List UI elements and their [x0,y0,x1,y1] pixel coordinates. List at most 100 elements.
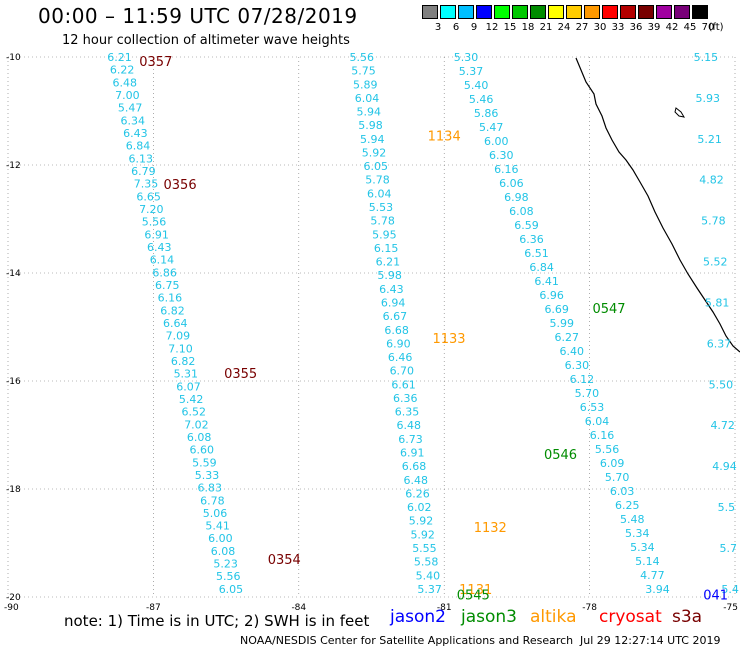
swh-value: 7.09 [166,330,191,343]
swh-value: 7.10 [168,342,193,355]
credit-line: NOAA/NESDIS Center for Satellite Applica… [240,634,574,647]
south-america-coastline [575,57,740,353]
swh-value: 6.02 [407,501,432,514]
pass-label: 0355 [224,367,257,382]
swh-value: 5.23 [213,558,238,571]
swh-value: 6.05 [219,583,244,596]
legend-label: 45 [683,22,697,33]
lat-tick-label: -10 [6,53,21,63]
swh-value: 6.53 [580,401,605,414]
legend-swatch [422,5,438,19]
swh-value: 6.37 [707,337,732,350]
lat-tick-label: -16 [6,377,21,387]
pass-labels: 0357 0356 0355 0354 1134 1133 1132 1131 0547 0546… [139,55,728,604]
swh-value: 6.78 [200,494,225,507]
swh-value: 5.89 [353,78,378,91]
legend-swatch [620,5,636,19]
legend-swatch [476,5,492,19]
swh-value: 6.48 [403,474,428,487]
swh-value: 6.40 [560,345,585,358]
swh-value: 5.50 [709,378,734,391]
swh-value: 5.15 [694,51,719,64]
swh-value: 7.20 [139,203,164,216]
swh-value: 6.00 [208,532,233,545]
legend-label: 70 [701,22,715,33]
swh-value: 5.56 [350,51,375,64]
island-outline [674,107,686,118]
swh-value: 6.04 [585,415,610,428]
swh-value: 6.07 [176,380,201,393]
swh-value: 3.94 [645,583,670,596]
swh-value: 6.35 [395,406,420,419]
swh-value: 5.37 [459,65,484,78]
swh-value: 6.48 [113,76,138,89]
swh-value: 5.78 [701,215,726,228]
swh-value: 6.43 [379,283,404,296]
swh-value: 5.55 [412,542,437,555]
swh-value: 5.5 [718,501,736,514]
swh-value: 4.82 [699,174,724,187]
swh-value: 5.78 [365,174,390,187]
swh-value: 6.90 [386,337,411,350]
swh-value: 5.95 [372,228,397,241]
swh-value: 5.59 [192,456,217,469]
swh-value: 6.79 [131,165,156,178]
generated-timestamp: Jul 29 12:27:14 UTC 2019 [580,634,721,647]
swh-value: 6.94 [381,296,406,309]
chart-subtitle: 12 hour collection of altimeter wave hei… [62,33,350,48]
swh-value: 6.15 [374,242,399,255]
swh-value: 6.75 [155,279,180,292]
swh-value: 5.7 [720,542,738,555]
legend-label: 36 [629,22,643,33]
swh-value: 5.30 [454,51,479,64]
swh-value: 5.40 [464,79,489,92]
sat-label-altika: altika [530,607,577,627]
swh-value: 6.60 [190,444,215,457]
swh-value: 6.13 [128,152,153,165]
pass-label: 0547 [592,302,625,317]
swh-value: 7.00 [115,89,140,102]
swh-value: 5.34 [625,527,650,540]
swh-value: 5.53 [369,201,394,214]
legend-label: 27 [575,22,589,33]
swh-value: 5.41 [205,520,230,533]
legend-label: 42 [665,22,679,33]
swh-value: 4.77 [640,569,665,582]
swh-value: 6.09 [600,457,625,470]
legend-label: 24 [557,22,571,33]
legend-swatch [494,5,510,19]
swh-value: 5.75 [351,65,376,78]
swh-value: 5.70 [575,387,600,400]
swh-value: 6.48 [397,419,422,432]
legend-label: 15 [503,22,517,33]
swh-value: 6.67 [383,310,408,323]
pass-label: 0356 [164,178,197,193]
swh-value: 6.52 [182,406,207,419]
swh-value: 6.61 [391,378,416,391]
swh-value: 6.65 [136,190,161,203]
swh-value: 5.52 [703,256,728,269]
legend-label: 30 [593,22,607,33]
swh-value: 7.35 [134,178,159,191]
swh-value: 6.30 [489,149,514,162]
legend-swatch [458,5,474,19]
swh-value: 6.70 [390,365,415,378]
swh-value: 5.56 [216,570,241,583]
legend-swatch [584,5,600,19]
swh-value: 6.41 [534,275,559,288]
swh-value: 5.56 [142,216,167,229]
legend-swatch [440,5,456,19]
swh-value: 6.34 [120,114,145,127]
swh-value: 6.36 [519,233,544,246]
swh-value: 5.93 [696,92,721,105]
lon-tick-label: -75 [723,603,738,613]
swh-value: 6.26 [405,487,430,500]
swh-value: 5.92 [409,515,434,528]
legend-swatch [512,5,528,19]
legend-swatch [638,5,654,19]
pass-label: 1134 [428,129,461,144]
swh-value: 5.37 [417,583,442,596]
swh-value: 6.05 [363,160,388,173]
coastline [575,57,740,353]
swh-value: 5.47 [479,121,504,134]
